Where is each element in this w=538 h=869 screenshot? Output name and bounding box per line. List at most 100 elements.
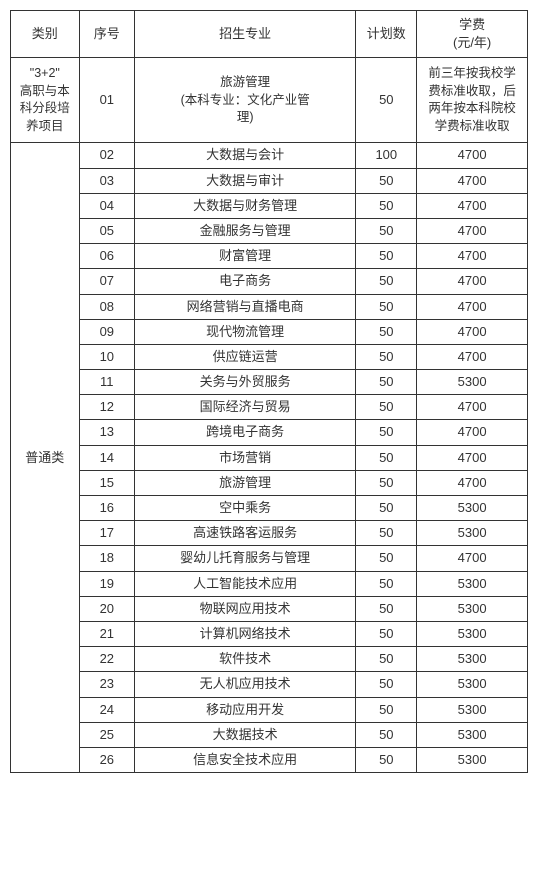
enrollment-table: 类别 序号 招生专业 计划数 学费(元/年) "3+2"高职与本科分段培养项目0… [10,10,528,773]
plan-cell: 50 [356,244,417,269]
major-cell: 网络营销与直播电商 [134,294,355,319]
tuition-cell: 4700 [417,395,528,420]
plan-cell: 50 [356,470,417,495]
tuition-cell: 5300 [417,370,528,395]
table-row: 04大数据与财务管理504700 [11,193,528,218]
major-cell: 大数据与财务管理 [134,193,355,218]
index-cell: 25 [79,722,134,747]
plan-cell: 50 [356,58,417,143]
table-row: 18婴幼儿托育服务与管理504700 [11,546,528,571]
index-cell: 03 [79,168,134,193]
major-cell: 旅游管理 [134,470,355,495]
major-cell: 电子商务 [134,269,355,294]
index-cell: 17 [79,521,134,546]
category-cell: "3+2"高职与本科分段培养项目 [11,58,80,143]
plan-cell: 50 [356,193,417,218]
major-cell: 高速铁路客运服务 [134,521,355,546]
index-cell: 15 [79,470,134,495]
major-cell: 无人机应用技术 [134,672,355,697]
major-cell: 移动应用开发 [134,697,355,722]
table-body: "3+2"高职与本科分段培养项目01旅游管理(本科专业：文化产业管理)50前三年… [11,58,528,773]
major-cell: 计算机网络技术 [134,621,355,646]
index-cell: 12 [79,395,134,420]
index-cell: 18 [79,546,134,571]
table-row: 19人工智能技术应用505300 [11,571,528,596]
index-cell: 02 [79,143,134,168]
col-header-category: 类别 [11,11,80,58]
col-header-index: 序号 [79,11,134,58]
table-row: 09现代物流管理504700 [11,319,528,344]
major-cell: 跨境电子商务 [134,420,355,445]
col-header-plan: 计划数 [356,11,417,58]
col-header-tuition: 学费(元/年) [417,11,528,58]
tuition-cell: 前三年按我校学费标准收取，后两年按本科院校学费标准收取 [417,58,528,143]
tuition-cell: 4700 [417,269,528,294]
tuition-cell: 4700 [417,344,528,369]
plan-cell: 50 [356,218,417,243]
tuition-cell: 5300 [417,621,528,646]
tuition-cell: 4700 [417,244,528,269]
tuition-cell: 4700 [417,445,528,470]
index-cell: 10 [79,344,134,369]
table-row: 23无人机应用技术505300 [11,672,528,697]
major-cell: 财富管理 [134,244,355,269]
index-cell: 14 [79,445,134,470]
table-row: 普通类02大数据与会计1004700 [11,143,528,168]
plan-cell: 50 [356,420,417,445]
table-row: 14市场营销504700 [11,445,528,470]
plan-cell: 50 [356,395,417,420]
major-cell: 婴幼儿托育服务与管理 [134,546,355,571]
tuition-cell: 5300 [417,747,528,772]
plan-cell: 50 [356,596,417,621]
tuition-cell: 5300 [417,697,528,722]
major-cell: 信息安全技术应用 [134,747,355,772]
table-row: 26信息安全技术应用505300 [11,747,528,772]
index-cell: 19 [79,571,134,596]
index-cell: 16 [79,496,134,521]
plan-cell: 50 [356,546,417,571]
table-row: 20物联网应用技术505300 [11,596,528,621]
tuition-cell: 5300 [417,571,528,596]
index-cell: 06 [79,244,134,269]
index-cell: 22 [79,647,134,672]
tuition-cell: 4700 [417,319,528,344]
tuition-cell: 5300 [417,596,528,621]
major-cell: 人工智能技术应用 [134,571,355,596]
plan-cell: 50 [356,496,417,521]
col-header-major: 招生专业 [134,11,355,58]
table-row: 03大数据与审计504700 [11,168,528,193]
plan-cell: 50 [356,319,417,344]
tuition-cell: 5300 [417,521,528,546]
plan-cell: 50 [356,647,417,672]
header-row: 类别 序号 招生专业 计划数 学费(元/年) [11,11,528,58]
category-cell: 普通类 [11,143,80,773]
table-row: 13跨境电子商务504700 [11,420,528,445]
plan-cell: 50 [356,747,417,772]
major-cell: 大数据与会计 [134,143,355,168]
major-cell: 空中乘务 [134,496,355,521]
major-cell: 国际经济与贸易 [134,395,355,420]
index-cell: 26 [79,747,134,772]
index-cell: 21 [79,621,134,646]
major-cell: 旅游管理(本科专业：文化产业管理) [134,58,355,143]
table-row: 08网络营销与直播电商504700 [11,294,528,319]
tuition-cell: 5300 [417,496,528,521]
major-cell: 供应链运营 [134,344,355,369]
table-row: 25大数据技术505300 [11,722,528,747]
plan-cell: 50 [356,571,417,596]
major-cell: 软件技术 [134,647,355,672]
major-cell: 关务与外贸服务 [134,370,355,395]
major-cell: 市场营销 [134,445,355,470]
plan-cell: 50 [356,445,417,470]
index-cell: 08 [79,294,134,319]
index-cell: 11 [79,370,134,395]
plan-cell: 50 [356,697,417,722]
major-cell: 现代物流管理 [134,319,355,344]
table-row: 17高速铁路客运服务505300 [11,521,528,546]
plan-cell: 50 [356,344,417,369]
index-cell: 01 [79,58,134,143]
table-row: "3+2"高职与本科分段培养项目01旅游管理(本科专业：文化产业管理)50前三年… [11,58,528,143]
major-cell: 金融服务与管理 [134,218,355,243]
major-cell: 大数据与审计 [134,168,355,193]
index-cell: 13 [79,420,134,445]
